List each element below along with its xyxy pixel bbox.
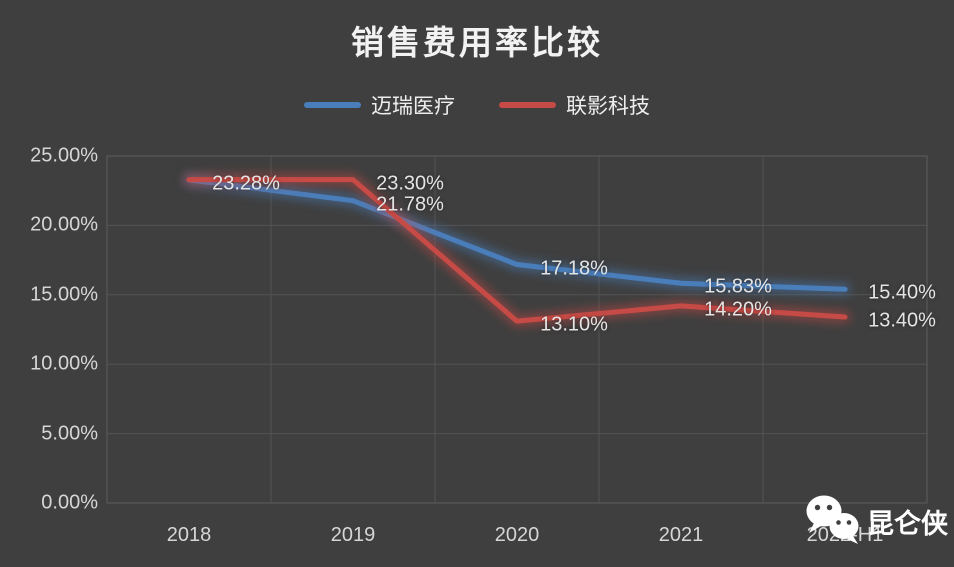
x-axis-tick: 2021 xyxy=(658,524,704,546)
value-label: 13.10% xyxy=(540,313,608,336)
y-axis-tick: 20.00% xyxy=(30,213,98,236)
gridlines xyxy=(106,155,928,504)
x-axis-tick: 2020 xyxy=(494,524,540,546)
x-axis-tick: 2018 xyxy=(166,524,212,546)
series-line-1 xyxy=(186,177,848,324)
series-glow-0 xyxy=(183,174,851,295)
y-axis: 25.00% 20.00% 15.00% 10.00% 5.00% 0.00% xyxy=(0,0,98,567)
series-lines xyxy=(183,174,851,327)
chart-title: 销售费用率比较 xyxy=(351,26,603,62)
legend-label: 迈瑞医疗 xyxy=(371,94,455,118)
series-line-marker-red xyxy=(499,102,556,108)
value-label: 13.40% xyxy=(868,309,936,332)
y-axis-tick: 10.00% xyxy=(30,352,98,375)
plot-border xyxy=(106,155,928,504)
y-axis-tick: 25.00% xyxy=(30,144,98,167)
legend-label: 联影科技 xyxy=(566,94,650,118)
value-label: 14.20% xyxy=(704,298,772,321)
y-axis-tick: 0.00% xyxy=(41,491,98,514)
watermark-text: 昆仑侠 xyxy=(867,509,948,539)
value-label: 15.40% xyxy=(868,281,936,304)
y-axis-tick: 15.00% xyxy=(30,283,98,306)
chart-legend: 迈瑞医疗 联影科技 xyxy=(0,90,954,120)
wechat-icon xyxy=(806,495,859,544)
value-label: 23.30% xyxy=(376,172,444,195)
legend-item-lianying: 联影科技 xyxy=(499,90,650,120)
watermark: 昆仑侠 xyxy=(802,494,948,544)
x-axis-tick: 2019 xyxy=(330,524,376,546)
series-line-marker-blue xyxy=(304,102,361,108)
value-label: 21.78% xyxy=(376,193,444,216)
value-label: 15.83% xyxy=(704,275,772,298)
value-label: 23.28% xyxy=(212,172,280,195)
value-label: 17.18% xyxy=(540,257,608,280)
series-line-0 xyxy=(186,177,848,292)
legend-item-mairui: 迈瑞医疗 xyxy=(304,90,455,120)
y-axis-tick: 5.00% xyxy=(41,422,98,445)
